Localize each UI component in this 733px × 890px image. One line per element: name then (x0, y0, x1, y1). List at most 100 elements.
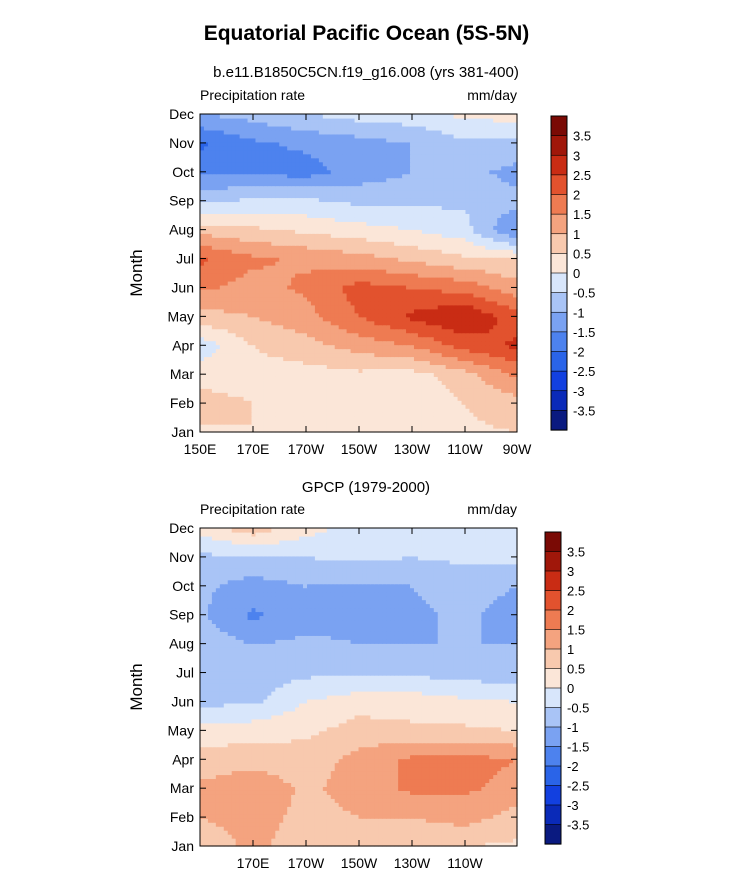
contour-cell (243, 197, 249, 203)
contour-cell (342, 233, 348, 238)
contour-cell (378, 209, 383, 214)
contour-cell (255, 324, 261, 330)
contour-cell (433, 352, 439, 358)
contour-cell (255, 304, 261, 310)
contour-cell (279, 320, 284, 326)
contour-cell (322, 400, 328, 405)
contour-cell (473, 364, 478, 370)
contour-cell (235, 201, 241, 207)
contour-cell (461, 316, 467, 322)
contour-cell (374, 209, 379, 214)
contour-cell (203, 408, 209, 413)
contour-cell (295, 372, 300, 377)
contour-cell (346, 392, 352, 397)
contour-cell (247, 348, 253, 354)
contour-cell (501, 249, 506, 254)
contour-cell (239, 324, 245, 330)
contour-cell (489, 300, 494, 306)
contour-cell (497, 308, 502, 314)
contour-cell (350, 368, 356, 373)
contour-cell (215, 308, 221, 314)
contour-cell (334, 288, 340, 294)
contour-cell (350, 420, 356, 425)
contour-cell (461, 241, 467, 246)
contour-cell (306, 237, 312, 242)
contour-cell (263, 340, 268, 346)
contour-cell (378, 388, 383, 393)
contour-cell (334, 233, 340, 238)
contour-cell (334, 221, 340, 226)
contour-cell (410, 249, 415, 254)
contour-cell (322, 253, 328, 258)
contour-cell (453, 412, 459, 417)
contour-cell (287, 308, 292, 314)
contour-cell (402, 229, 407, 234)
contour-cell (358, 261, 364, 266)
contour-cell (477, 376, 482, 381)
contour-cell (334, 388, 340, 393)
contour-cell (314, 201, 320, 207)
contour-cell (318, 181, 324, 187)
contour-cell (362, 201, 368, 207)
contour-cell (310, 233, 316, 238)
contour-cell (481, 328, 486, 334)
contour-cell (485, 253, 490, 258)
contour-cell (477, 412, 482, 417)
contour-cell (390, 356, 395, 362)
contour-cell (425, 360, 431, 366)
contour-cell (200, 237, 205, 242)
contour-cell (330, 193, 336, 199)
contour-cell (374, 396, 379, 401)
contour-cell (235, 269, 241, 274)
contour-cell (283, 193, 288, 199)
contour-cell (215, 388, 221, 393)
contour-cell (223, 308, 229, 314)
contour-cell (330, 332, 336, 338)
contour-cell (362, 352, 368, 358)
contour-cell (505, 376, 510, 381)
contour-cell (505, 253, 510, 258)
contour-cell (501, 348, 506, 354)
contour-cell (441, 364, 447, 370)
contour-cell (322, 352, 328, 358)
contour-cell (200, 320, 205, 326)
contour-cell (239, 284, 245, 290)
contour-cell (291, 428, 296, 433)
contour-cell (501, 261, 506, 266)
contour-cell (223, 253, 229, 258)
contour-cell (437, 424, 443, 429)
contour-cell (259, 360, 264, 366)
contour-cell (318, 340, 324, 346)
contour-cell (219, 193, 225, 199)
contour-cell (410, 300, 415, 306)
contour-cell (425, 296, 431, 302)
contour-cell (429, 424, 435, 429)
contour-cell (263, 300, 268, 306)
contour-cell (215, 324, 221, 330)
contour-cell (346, 284, 352, 290)
contour-cell (402, 380, 407, 385)
contour-cell (279, 428, 284, 433)
contour-cell (211, 221, 217, 226)
contour-cell (485, 249, 490, 254)
contour-cell (481, 253, 486, 258)
contour-cell (410, 340, 415, 346)
contour-cell (318, 201, 324, 207)
contour-cell (255, 241, 261, 246)
contour-cell (287, 225, 292, 230)
contour-cell (394, 209, 399, 214)
contour-cell (413, 209, 419, 214)
contour-cell (469, 372, 475, 377)
contour-cell (251, 221, 257, 226)
contour-cell (275, 428, 280, 433)
contour-cell (342, 312, 348, 318)
contour-cell (346, 404, 352, 409)
contour-cell (410, 312, 415, 318)
contour-cell (326, 400, 332, 405)
contour-cell (322, 201, 328, 207)
contour-cell (449, 384, 455, 389)
contour-cell (299, 181, 304, 187)
contour-cell (350, 424, 356, 429)
contour-cell (481, 392, 486, 397)
contour-cell (374, 265, 379, 270)
